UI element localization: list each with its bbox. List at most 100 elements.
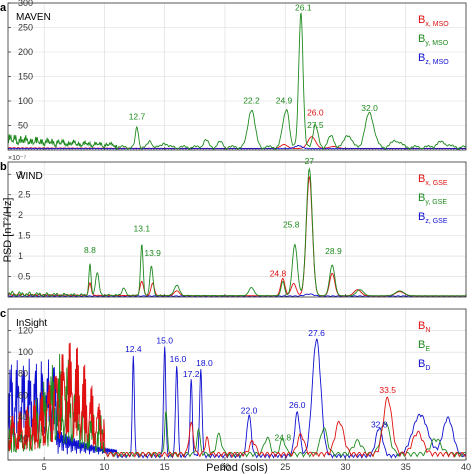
y-tick-label: 20 xyxy=(18,433,28,443)
legend-main: B xyxy=(418,211,425,223)
y-tick-label: 2 xyxy=(18,210,23,220)
y-tick-label: 2.5 xyxy=(18,190,31,200)
legend-main: B xyxy=(418,14,425,26)
x-tick-label: 15 xyxy=(160,462,170,472)
legend-entry: Bx, MSO xyxy=(418,14,449,28)
peak-annotation: 13.9 xyxy=(144,248,161,258)
x-axis-title: Period (sols) xyxy=(206,462,268,474)
legend-entry: Bz, GSE xyxy=(418,211,448,225)
panel-title: MAVEN xyxy=(16,12,51,23)
legend-entry: By, MSO xyxy=(418,33,449,47)
series-group xyxy=(8,167,466,297)
y-tick-label: 100 xyxy=(18,96,33,106)
legend-sub: x, GSE xyxy=(425,180,448,187)
peak-annotation: 8.8 xyxy=(84,245,96,255)
series-line-x xyxy=(8,136,466,150)
legend-sub: D xyxy=(425,365,430,372)
legend-sub: z, GSE xyxy=(425,218,448,225)
peak-annotation: 33.5 xyxy=(379,385,396,395)
peak-annotation: 12.7 xyxy=(129,112,146,122)
legend-entry: BD xyxy=(418,358,430,372)
peak-annotation: 32.0 xyxy=(361,103,378,113)
peak-annotation: 16.0 xyxy=(170,354,187,364)
legend-main: B xyxy=(418,52,425,64)
y-tick-label: 1 xyxy=(18,251,23,261)
series-line-x xyxy=(8,342,466,458)
peak-annotation: 17.2 xyxy=(183,369,200,379)
y-tick-label: 300 xyxy=(18,0,33,8)
panel-label: c xyxy=(0,308,6,320)
legend-main: B xyxy=(418,192,425,204)
legend-sub: y, GSE xyxy=(425,199,447,206)
y-tick-label: 0.5 xyxy=(18,272,31,282)
peak-annotation: 27.5 xyxy=(307,120,324,130)
legend-sub: E xyxy=(425,346,430,353)
peak-annotation: 24.9 xyxy=(276,95,293,105)
y-tick-label: 150 xyxy=(18,72,33,82)
y-tick-label: 80 xyxy=(18,369,28,379)
legend-entry: BN xyxy=(418,320,430,334)
y-tick-label: 100 xyxy=(18,347,33,357)
series-group xyxy=(8,338,466,459)
series-line-y xyxy=(8,12,466,150)
panel-title: WIND xyxy=(16,171,43,182)
legend-sub: N xyxy=(425,327,430,334)
peak-annotation: 24.8 xyxy=(275,433,292,443)
x-tick-label: 20 xyxy=(220,462,230,472)
y-tick-label: 200 xyxy=(18,47,33,57)
peak-annotation: 22.2 xyxy=(243,95,260,105)
y-tick-label: 250 xyxy=(18,23,33,33)
axes-box xyxy=(7,161,467,298)
peak-annotation: 22.0 xyxy=(241,406,258,416)
x-tick-label: 40 xyxy=(461,462,471,472)
peak-annotation: 27 xyxy=(305,156,315,166)
y-tick-label: 60 xyxy=(18,390,28,400)
y-tick-label: 120 xyxy=(18,326,33,336)
x-tick-label: 5 xyxy=(42,462,47,472)
legend-main: B xyxy=(418,320,425,332)
peak-annotation: 27.6 xyxy=(308,328,325,338)
y-tick-label: 40 xyxy=(18,412,28,422)
x-tick-label: 30 xyxy=(340,462,350,472)
legend-main: B xyxy=(418,339,425,351)
legend-entry: By, GSE xyxy=(418,192,447,206)
panel-label: a xyxy=(0,2,7,14)
peak-annotation: 15.0 xyxy=(156,336,173,346)
legend-entry: Bx, GSE xyxy=(418,173,448,187)
peak-annotation: 26.1 xyxy=(295,2,312,12)
legend-main: B xyxy=(418,173,425,185)
peak-annotation: 24.8 xyxy=(270,269,287,279)
panel-title: InSight xyxy=(16,318,47,329)
panel-label: b xyxy=(0,161,7,173)
peak-annotation: 26.0 xyxy=(289,400,306,410)
series-line-y xyxy=(8,167,466,297)
peak-annotation: 13.1 xyxy=(134,224,151,234)
x-tick-label: 10 xyxy=(99,462,109,472)
peak-annotation: 25.8 xyxy=(283,219,300,229)
legend-sub: z, MSO xyxy=(425,59,449,66)
peak-annotation: 12.4 xyxy=(125,344,142,354)
y-exponent: ×10⁻⁷ xyxy=(8,155,27,162)
y-tick-label: 1.5 xyxy=(18,231,31,241)
y-tick-label: 3 xyxy=(18,169,23,179)
x-tick-label: 25 xyxy=(280,462,290,472)
axes-box xyxy=(7,308,467,461)
peak-annotation: 18.0 xyxy=(196,358,213,368)
peak-annotation: 28.9 xyxy=(325,246,342,256)
grid xyxy=(8,2,467,151)
y-axis-title: PSD [nT²/Hz] xyxy=(2,198,14,263)
y-tick-label: 50 xyxy=(18,121,28,131)
legend-sub: x, MSO xyxy=(425,21,449,28)
series-group xyxy=(8,12,466,150)
legend-main: B xyxy=(418,358,425,370)
legend-entry: Bz, MSO xyxy=(418,52,449,66)
legend-entry: BE xyxy=(418,339,430,353)
legend-main: B xyxy=(418,33,425,45)
x-tick-label: 35 xyxy=(401,462,411,472)
